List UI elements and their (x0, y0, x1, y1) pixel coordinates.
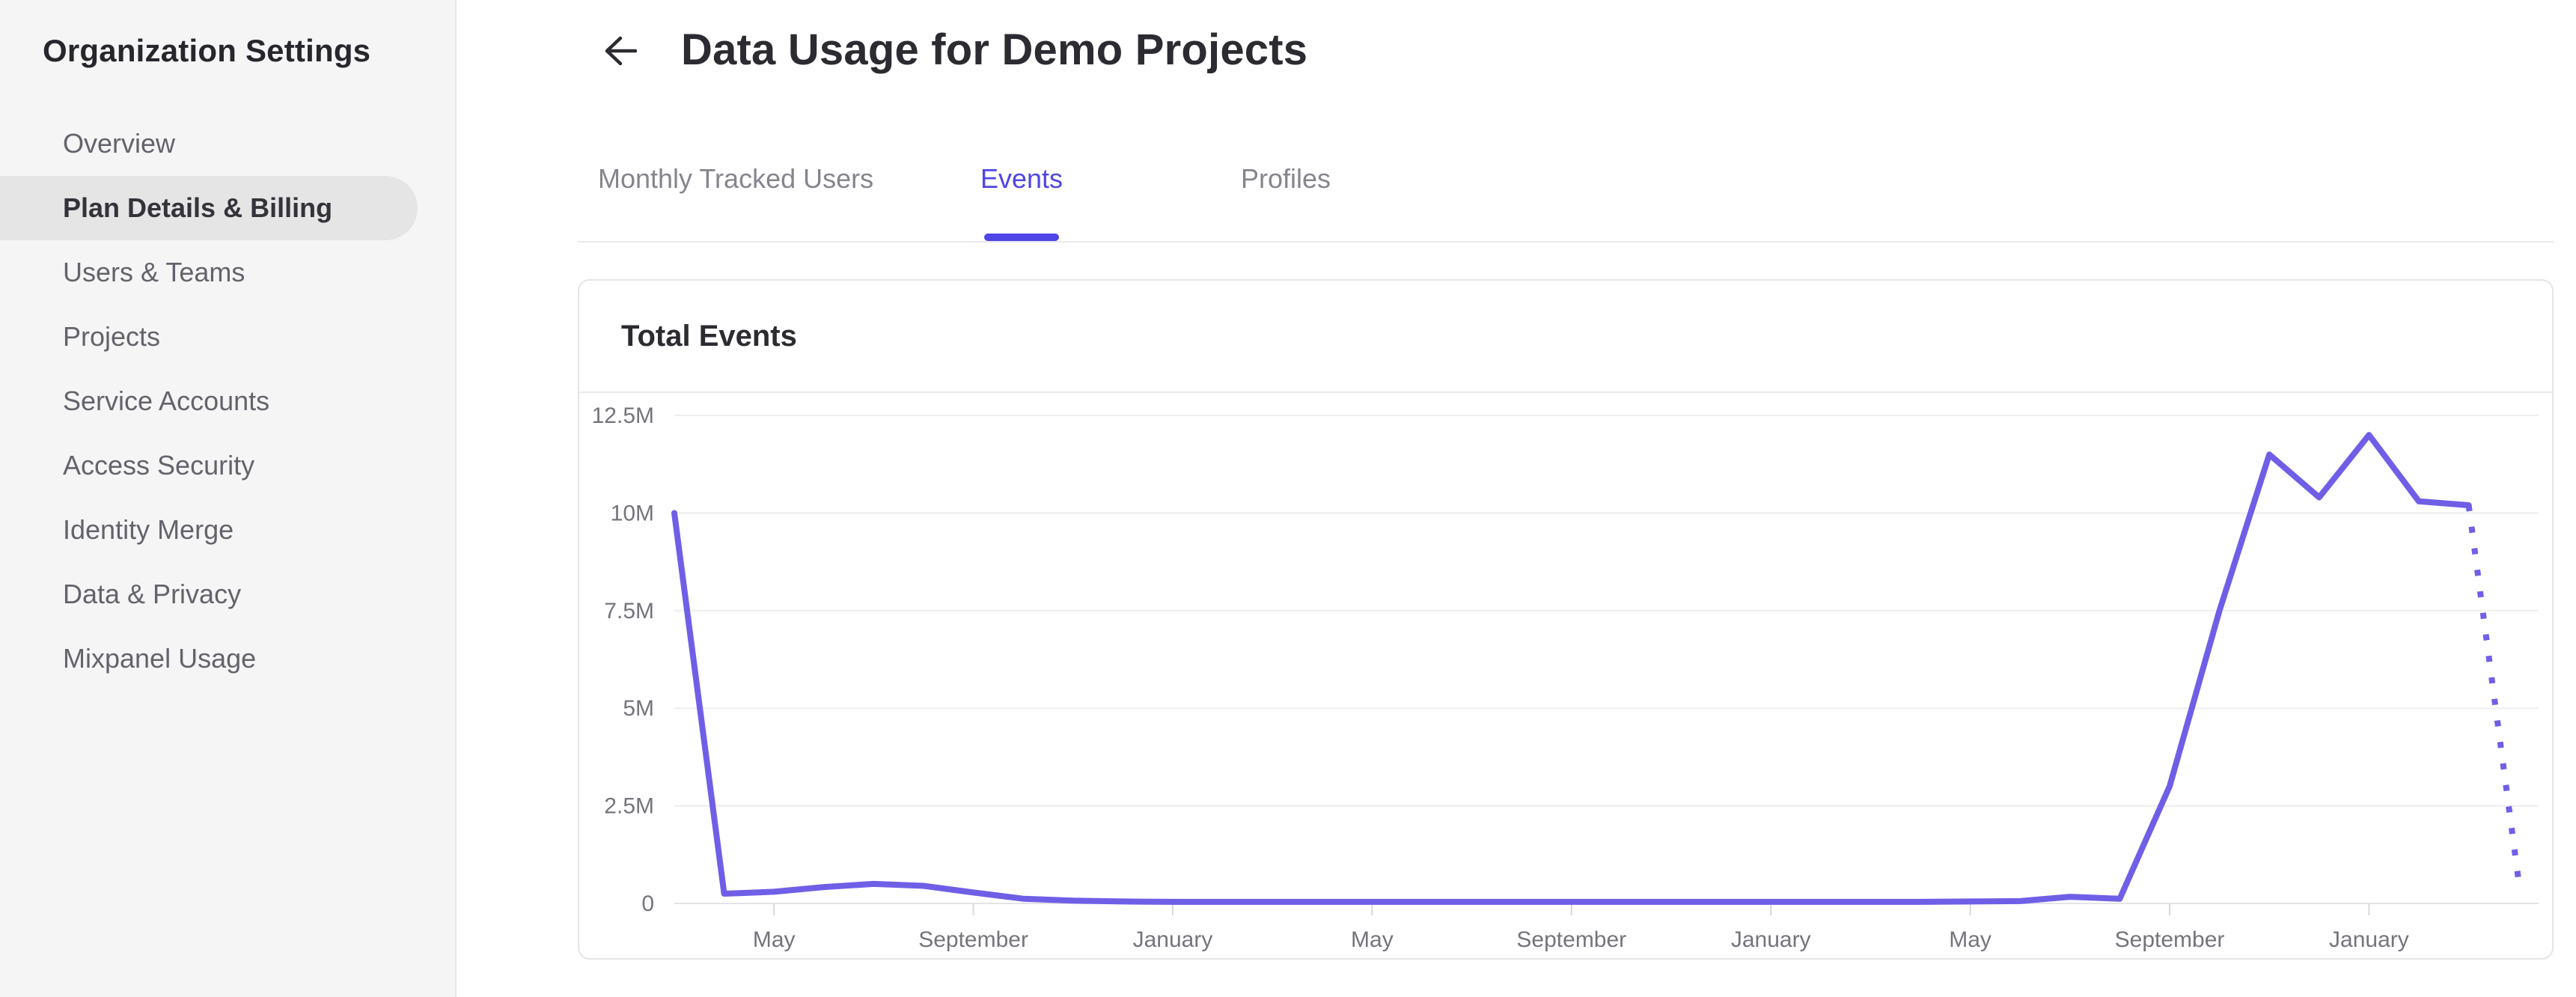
svg-text:May: May (753, 927, 796, 952)
sidebar-item-plan-details-billing[interactable]: Plan Details & Billing (0, 176, 418, 240)
sidebar-item-overview[interactable]: Overview (63, 128, 176, 159)
svg-text:January: January (1133, 927, 1213, 952)
chart-svg[interactable]: 0 2.5M 5M 7.5M 10M 12.5M May September January Ma… (579, 393, 2552, 958)
svg-text:0: 0 (641, 891, 654, 916)
total-events-line-chart[interactable]: 0 2.5M 5M 7.5M 10M 12.5M May September January Ma… (579, 393, 2552, 958)
back-button[interactable] (596, 30, 641, 75)
card-header: Total Events (579, 281, 2552, 393)
total-events-card: Total Events 0 2.5M 5M 7.5M 10M 12.5M May Septe… (578, 279, 2554, 960)
sidebar-item-users-teams[interactable]: Users & Teams (63, 257, 245, 287)
svg-text:2.5M: 2.5M (604, 794, 654, 819)
sidebar-title: Organization Settings (43, 33, 371, 68)
svg-text:January: January (1731, 927, 1811, 952)
organization-settings-sidebar: Organization Settings Overview Plan Deta… (0, 0, 457, 997)
tab-monthly-tracked-users[interactable]: Monthly Tracked Users (598, 163, 874, 194)
svg-text:May: May (1949, 927, 1991, 952)
main-content: Data Usage for Demo Projects Monthly Tra… (458, 0, 2576, 997)
svg-text:7.5M: 7.5M (604, 599, 654, 623)
sidebar-item-mixpanel-usage[interactable]: Mixpanel Usage (63, 643, 257, 674)
sidebar-item-access-security[interactable]: Access Security (63, 450, 255, 481)
svg-text:September: September (2115, 927, 2225, 952)
card-title: Total Events (621, 319, 797, 353)
back-arrow-icon (598, 30, 640, 76)
svg-text:10M: 10M (611, 501, 654, 525)
sidebar-item-data-privacy[interactable]: Data & Privacy (63, 579, 242, 609)
sidebar-item-projects[interactable]: Projects (63, 321, 161, 352)
page-title: Data Usage for Demo Projects (681, 25, 1308, 74)
tab-profiles[interactable]: Profiles (1241, 163, 1331, 194)
svg-text:5M: 5M (623, 696, 654, 721)
sidebar-nav: Overview Plan Details & Billing Users & … (0, 112, 457, 691)
svg-text:September: September (1516, 927, 1626, 952)
svg-text:12.5M: 12.5M (592, 403, 654, 428)
usage-tabs: Monthly Tracked Users Events Profiles (578, 142, 2554, 243)
tab-events[interactable]: Events (980, 163, 1063, 241)
svg-text:September: September (918, 927, 1028, 952)
sidebar-item-identity-merge[interactable]: Identity Merge (63, 514, 234, 545)
svg-text:January: January (2329, 927, 2409, 952)
sidebar-item-service-accounts[interactable]: Service Accounts (63, 385, 270, 416)
svg-text:May: May (1351, 927, 1394, 952)
